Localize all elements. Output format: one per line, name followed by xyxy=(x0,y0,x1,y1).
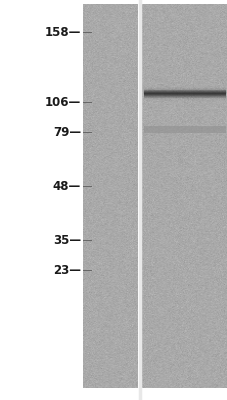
Bar xyxy=(143,88,225,89)
Bar xyxy=(143,86,225,87)
Bar xyxy=(143,94,225,95)
Text: 35—: 35— xyxy=(53,234,81,246)
Bar xyxy=(143,99,225,100)
Bar xyxy=(83,4,137,388)
Text: 158—: 158— xyxy=(44,26,81,38)
Bar xyxy=(143,100,225,101)
Bar xyxy=(142,4,226,388)
Text: 23—: 23— xyxy=(53,264,81,276)
Bar xyxy=(143,89,225,90)
Text: 48—: 48— xyxy=(52,180,81,192)
Bar xyxy=(143,95,225,96)
Bar xyxy=(143,92,225,93)
Bar xyxy=(143,98,225,99)
Bar xyxy=(143,101,225,102)
Bar xyxy=(143,96,225,97)
Bar xyxy=(143,91,225,92)
Text: 106—: 106— xyxy=(44,96,81,108)
Bar xyxy=(143,97,225,98)
Text: 79—: 79— xyxy=(53,126,81,138)
Bar xyxy=(143,87,225,88)
Bar xyxy=(143,126,225,133)
Bar xyxy=(143,93,225,94)
Bar xyxy=(143,90,225,91)
